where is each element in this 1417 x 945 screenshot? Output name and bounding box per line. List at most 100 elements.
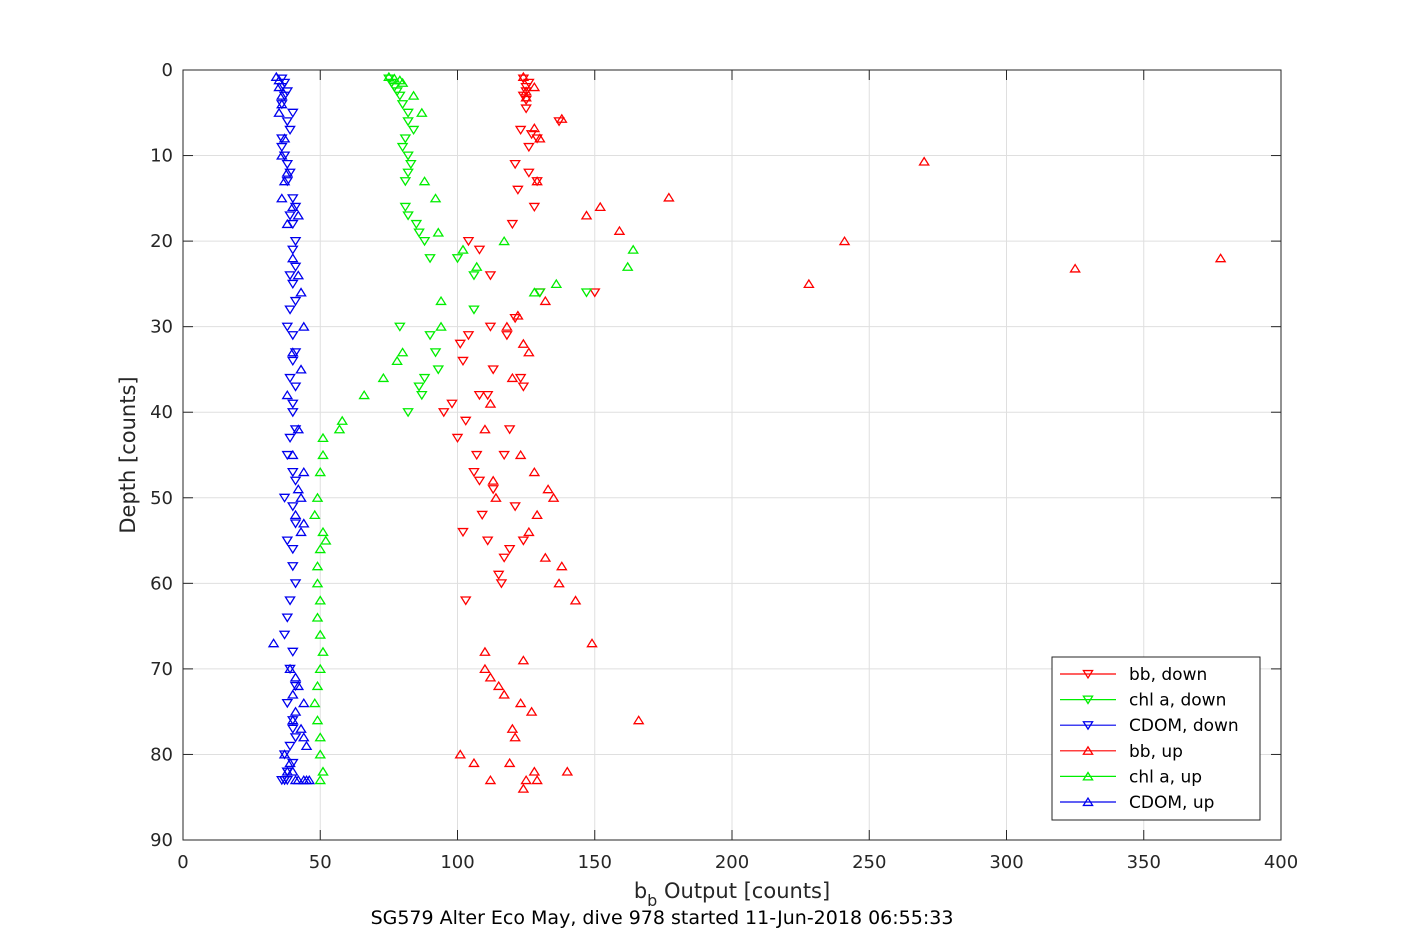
data-point	[509, 160, 521, 170]
data-point	[284, 125, 296, 136]
data-point	[454, 749, 467, 759]
data-series	[267, 71, 1227, 793]
data-point	[479, 424, 491, 434]
data-point	[281, 117, 294, 127]
data-point	[278, 749, 291, 759]
data-point	[528, 287, 541, 297]
data-point	[317, 526, 329, 537]
data-point	[314, 543, 327, 554]
data-point	[498, 235, 510, 246]
y-tick-label: 30	[150, 317, 173, 338]
data-point	[523, 347, 535, 357]
data-point	[308, 509, 321, 519]
data-point	[396, 347, 409, 357]
data-point	[588, 288, 601, 298]
series-2	[276, 74, 302, 786]
data-point	[476, 510, 488, 521]
data-point	[287, 647, 299, 657]
data-point	[468, 757, 480, 768]
data-point	[295, 723, 307, 733]
data-point	[287, 724, 299, 734]
data-point	[383, 71, 395, 81]
data-point	[580, 288, 593, 298]
data-point	[459, 596, 472, 606]
data-point	[539, 295, 552, 306]
data-point	[298, 466, 310, 477]
data-point	[317, 432, 329, 442]
data-point	[435, 321, 447, 331]
data-point	[289, 237, 302, 247]
data-point	[287, 356, 299, 367]
data-point	[281, 766, 294, 776]
legend-label: CDOM, up	[1129, 793, 1214, 813]
data-point	[484, 398, 497, 408]
data-point	[289, 672, 302, 682]
data-point	[276, 150, 288, 160]
x-tick-label: 250	[852, 852, 886, 873]
y-tick-label: 10	[150, 146, 173, 167]
data-point	[506, 723, 519, 733]
data-point	[311, 492, 324, 502]
data-point	[311, 715, 324, 725]
data-point	[512, 310, 524, 320]
data-point	[553, 578, 565, 588]
data-point	[561, 766, 574, 776]
data-point	[459, 416, 472, 426]
data-point	[289, 425, 302, 435]
legend-box	[1051, 656, 1261, 821]
data-point	[457, 356, 469, 367]
data-point	[284, 433, 296, 444]
data-point	[429, 348, 442, 358]
data-point	[289, 262, 302, 272]
x-tick-label: 100	[440, 852, 474, 873]
data-point	[520, 86, 532, 96]
data-point	[308, 697, 321, 708]
data-point	[550, 278, 563, 288]
data-point	[438, 408, 450, 418]
legend-entry: chl a, up	[1060, 767, 1202, 787]
data-point	[281, 536, 294, 546]
data-point	[514, 373, 527, 384]
x-tick-label: 0	[177, 852, 188, 873]
data-point	[284, 271, 296, 281]
data-point	[479, 663, 491, 673]
data-point	[289, 519, 302, 529]
data-point	[314, 629, 327, 639]
data-point	[281, 167, 294, 177]
data-point	[287, 562, 299, 572]
data-point	[481, 536, 494, 546]
data-point	[517, 338, 530, 348]
data-point	[498, 450, 510, 461]
data-point	[501, 321, 513, 331]
data-point	[377, 372, 390, 383]
data-point	[292, 680, 305, 691]
data-point	[298, 518, 310, 528]
data-point	[402, 117, 414, 127]
data-point	[586, 638, 598, 648]
data-point	[402, 168, 414, 178]
data-point	[287, 766, 299, 776]
data-point	[289, 774, 302, 785]
data-point	[399, 202, 412, 213]
data-point	[278, 133, 291, 143]
data-point	[506, 219, 519, 230]
legend-label: bb, up	[1129, 742, 1183, 762]
data-point	[289, 509, 302, 519]
data-point	[287, 545, 299, 555]
data-point	[317, 766, 329, 776]
legend-marker	[1082, 771, 1094, 781]
data-point	[468, 305, 480, 315]
data-point	[413, 382, 425, 392]
data-point	[284, 663, 296, 673]
data-point	[287, 689, 299, 699]
y-tick-label: 50	[150, 488, 173, 509]
data-point	[333, 424, 346, 434]
legend-entry: bb, up	[1060, 742, 1183, 762]
data-point	[319, 535, 332, 545]
data-point	[287, 758, 299, 769]
data-point	[429, 193, 442, 203]
data-point	[298, 697, 310, 708]
data-point	[267, 638, 280, 648]
data-point	[314, 595, 327, 605]
data-point	[495, 579, 508, 589]
